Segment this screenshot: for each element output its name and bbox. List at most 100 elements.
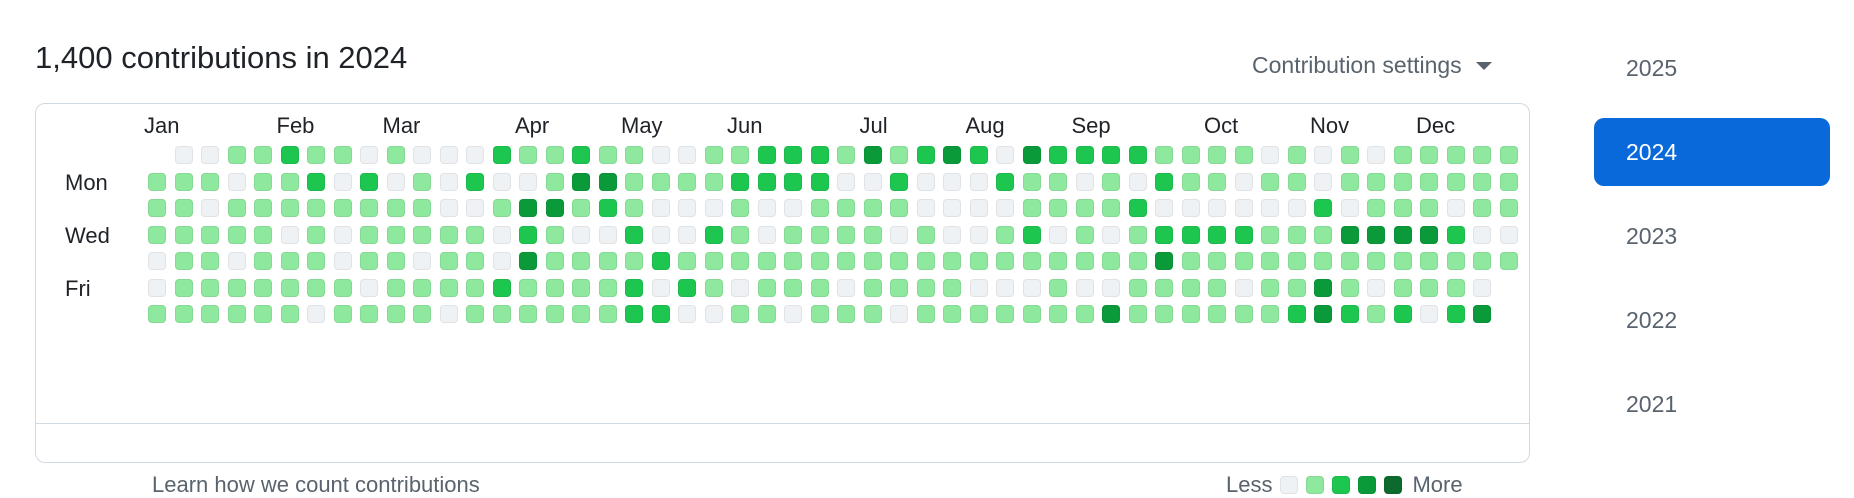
contribution-day-cell[interactable] <box>704 305 723 323</box>
contribution-day-cell[interactable] <box>890 225 908 244</box>
contribution-day-cell[interactable] <box>969 146 988 164</box>
contribution-day-cell[interactable] <box>1049 225 1067 244</box>
contribution-day-cell[interactable] <box>943 146 961 164</box>
contribution-day-cell[interactable] <box>1393 146 1412 164</box>
contribution-day-cell[interactable] <box>466 199 484 217</box>
contribution-day-cell[interactable] <box>466 305 484 323</box>
contribution-day-cell[interactable] <box>572 225 590 244</box>
contribution-day-cell[interactable] <box>916 225 935 244</box>
contribution-day-cell[interactable] <box>1446 172 1465 191</box>
contribution-day-cell[interactable] <box>227 278 246 297</box>
contribution-day-cell[interactable] <box>1473 146 1491 164</box>
contribution-day-cell[interactable] <box>1208 278 1226 297</box>
contribution-day-cell[interactable] <box>916 146 935 164</box>
contribution-day-cell[interactable] <box>625 199 643 217</box>
contribution-day-cell[interactable] <box>1155 305 1173 323</box>
contribution-day-cell[interactable] <box>704 252 723 270</box>
contribution-day-cell[interactable] <box>598 278 617 297</box>
contribution-day-cell[interactable] <box>1340 225 1359 244</box>
contribution-day-cell[interactable] <box>678 146 696 164</box>
contribution-day-cell[interactable] <box>254 305 272 323</box>
contribution-day-cell[interactable] <box>1075 278 1094 297</box>
contribution-day-cell[interactable] <box>1075 146 1094 164</box>
contribution-day-cell[interactable] <box>1181 252 1200 270</box>
contribution-day-cell[interactable] <box>625 305 643 323</box>
contribution-day-cell[interactable] <box>1473 252 1491 270</box>
contribution-day-cell[interactable] <box>572 278 590 297</box>
contribution-day-cell[interactable] <box>466 225 484 244</box>
contribution-day-cell[interactable] <box>996 252 1014 270</box>
year-link-2023[interactable]: 2023 <box>1626 223 1678 249</box>
contribution-day-cell[interactable] <box>1102 146 1120 164</box>
contribution-day-cell[interactable] <box>1314 252 1332 270</box>
contribution-day-cell[interactable] <box>625 172 643 191</box>
contribution-day-cell[interactable] <box>837 172 855 191</box>
contribution-day-cell[interactable] <box>1420 278 1438 297</box>
contribution-day-cell[interactable] <box>1181 146 1200 164</box>
contribution-day-cell[interactable] <box>969 252 988 270</box>
contribution-day-cell[interactable] <box>1499 225 1518 244</box>
contribution-day-cell[interactable] <box>1473 225 1491 244</box>
contribution-day-cell[interactable] <box>519 199 537 217</box>
contribution-day-cell[interactable] <box>174 225 193 244</box>
contribution-day-cell[interactable] <box>1155 146 1173 164</box>
contribution-day-cell[interactable] <box>810 225 829 244</box>
contribution-day-cell[interactable] <box>678 172 696 191</box>
contribution-day-cell[interactable] <box>280 252 299 270</box>
contribution-day-cell[interactable] <box>333 225 352 244</box>
contribution-day-cell[interactable] <box>466 172 484 191</box>
contribution-day-cell[interactable] <box>1181 305 1200 323</box>
contribution-day-cell[interactable] <box>598 305 617 323</box>
contribution-day-cell[interactable] <box>360 278 378 297</box>
contribution-day-cell[interactable] <box>413 252 431 270</box>
contribution-day-cell[interactable] <box>307 172 325 191</box>
contribution-day-cell[interactable] <box>969 305 988 323</box>
contribution-day-cell[interactable] <box>1499 252 1518 270</box>
contribution-day-cell[interactable] <box>413 278 431 297</box>
contribution-day-cell[interactable] <box>360 305 378 323</box>
contribution-day-cell[interactable] <box>1049 146 1067 164</box>
contribution-day-cell[interactable] <box>439 172 458 191</box>
contribution-day-cell[interactable] <box>333 252 352 270</box>
contribution-day-cell[interactable] <box>439 225 458 244</box>
contribution-day-cell[interactable] <box>1155 278 1173 297</box>
contribution-day-cell[interactable] <box>1022 252 1041 270</box>
contribution-day-cell[interactable] <box>386 278 405 297</box>
contribution-day-cell[interactable] <box>572 305 590 323</box>
contribution-day-cell[interactable] <box>837 252 855 270</box>
contribution-day-cell[interactable] <box>1234 199 1253 217</box>
contribution-day-cell[interactable] <box>333 278 352 297</box>
contribution-day-cell[interactable] <box>969 199 988 217</box>
contribution-day-cell[interactable] <box>1155 225 1173 244</box>
contribution-day-cell[interactable] <box>572 172 590 191</box>
contribution-day-cell[interactable] <box>492 278 511 297</box>
contribution-day-cell[interactable] <box>943 225 961 244</box>
contribution-day-cell[interactable] <box>1234 146 1253 164</box>
contribution-day-cell[interactable] <box>757 199 776 217</box>
contribution-day-cell[interactable] <box>1393 225 1412 244</box>
contribution-day-cell[interactable] <box>784 146 802 164</box>
contribution-day-cell[interactable] <box>1102 225 1120 244</box>
contribution-day-cell[interactable] <box>307 225 325 244</box>
contribution-day-cell[interactable] <box>863 172 882 191</box>
contribution-day-cell[interactable] <box>413 305 431 323</box>
contribution-day-cell[interactable] <box>201 225 219 244</box>
contribution-day-cell[interactable] <box>174 278 193 297</box>
contribution-day-cell[interactable] <box>704 172 723 191</box>
contribution-day-cell[interactable] <box>1022 172 1041 191</box>
contribution-day-cell[interactable] <box>863 278 882 297</box>
contribution-day-cell[interactable] <box>784 225 802 244</box>
contribution-day-cell[interactable] <box>731 225 749 244</box>
contribution-day-cell[interactable] <box>386 146 405 164</box>
contribution-day-cell[interactable] <box>1208 225 1226 244</box>
contribution-day-cell[interactable] <box>731 278 749 297</box>
contribution-day-cell[interactable] <box>148 305 166 323</box>
contribution-day-cell[interactable] <box>731 199 749 217</box>
contribution-day-cell[interactable] <box>890 199 908 217</box>
contribution-day-cell[interactable] <box>254 278 272 297</box>
contribution-day-cell[interactable] <box>1234 172 1253 191</box>
contribution-day-cell[interactable] <box>1128 199 1147 217</box>
contribution-day-cell[interactable] <box>1473 305 1491 323</box>
contribution-day-cell[interactable] <box>1208 146 1226 164</box>
contribution-day-cell[interactable] <box>837 146 855 164</box>
